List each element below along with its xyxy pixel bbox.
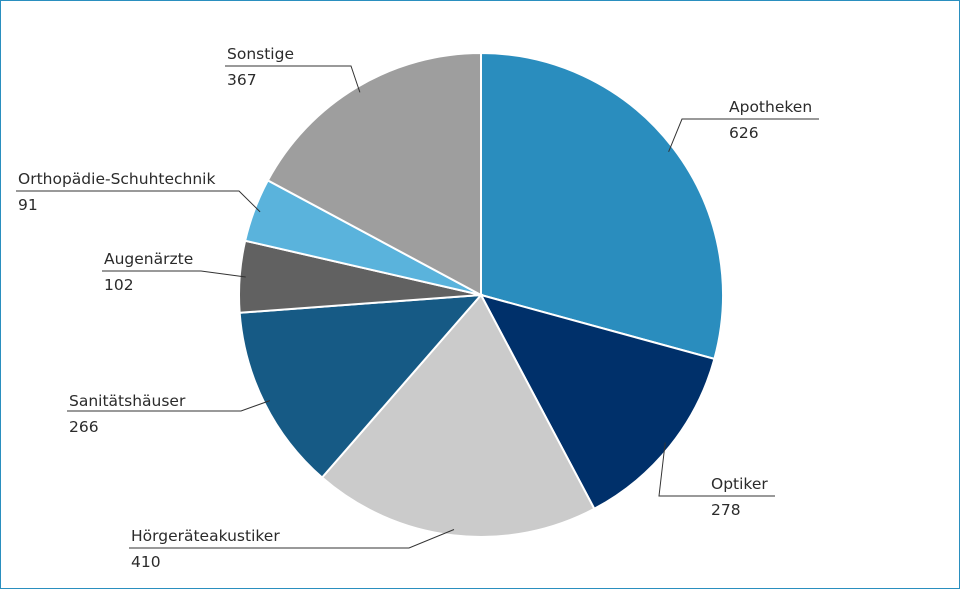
label-value-optiker: 278 bbox=[711, 501, 741, 519]
label-name-sanitaetshaeuser: Sanitätshäuser bbox=[69, 392, 186, 410]
label-value-apotheken: 626 bbox=[729, 124, 759, 142]
slice-hoergeraeteakustiker bbox=[320, 293, 596, 538]
label-name-sonstige: Sonstige bbox=[227, 45, 294, 63]
slice-sanitaetshaeuser bbox=[238, 293, 484, 479]
label-name-apotheken: Apotheken bbox=[729, 98, 812, 116]
label-value-hoergeraeteakustiker: 410 bbox=[131, 553, 161, 571]
label-value-orthopaedie-schuhtechnik: 91 bbox=[18, 196, 38, 214]
label-name-augenaerzte: Augenärzte bbox=[104, 250, 193, 268]
label-value-sonstige: 367 bbox=[227, 71, 257, 89]
slice-sonstige bbox=[266, 51, 482, 297]
label-value-augenaerzte: 102 bbox=[104, 276, 134, 294]
label-name-optiker: Optiker bbox=[711, 475, 768, 493]
label-name-hoergeraeteakustiker: Hörgeräteakustiker bbox=[131, 527, 280, 545]
slice-optiker bbox=[479, 293, 716, 511]
leader-line-orthopaedie-schuhtechnik bbox=[16, 190, 261, 213]
label-name-orthopaedie-schuhtechnik: Orthopädie-Schuhtechnik bbox=[18, 170, 215, 188]
label-value-sanitaetshaeuser: 266 bbox=[69, 418, 99, 436]
slice-apotheken bbox=[480, 51, 724, 361]
